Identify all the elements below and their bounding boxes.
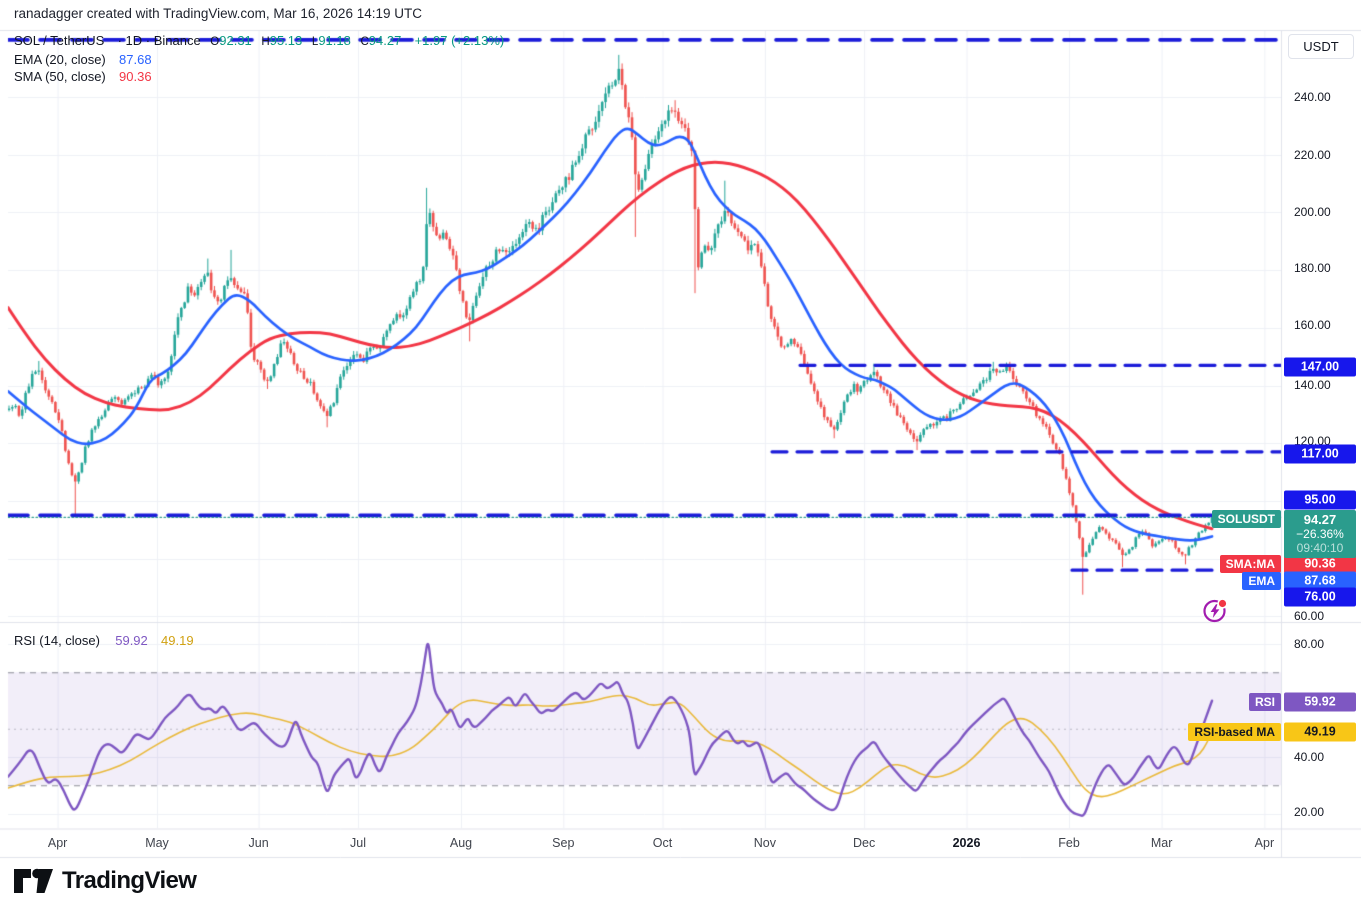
symbol-legend-row[interactable]: SOL / TetherUS · 1D · Binance O92.31 H95… [14, 33, 504, 51]
level-badge-95: 95.00 [1284, 490, 1356, 510]
sma-tag: SMA:MA [1219, 555, 1281, 573]
tradingview-logo-icon [14, 868, 53, 893]
rsi-axis-label: 20.00 [1294, 805, 1325, 819]
price-axis-label: 60.00 [1294, 609, 1325, 623]
price-axis-label: 140.00 [1294, 378, 1331, 392]
open-value: 92.31 [219, 33, 252, 48]
price-axis-label: 180.00 [1294, 261, 1331, 275]
open-label: O [210, 36, 220, 48]
last-price: 94.27 [1303, 512, 1337, 527]
rsi-label: RSI (14, close) [14, 633, 100, 648]
notification-dot [1217, 598, 1228, 609]
rsi-tag: RSI [1248, 693, 1281, 711]
close-value: 94.27 [368, 33, 402, 48]
price-axis-label: 160.00 [1294, 318, 1331, 332]
level-badge-76: 76.00 [1284, 587, 1356, 607]
ema-value-badge: 87.68 [1284, 571, 1356, 591]
low-value: 91.18 [318, 33, 351, 48]
level-badge-147: 147.00 [1284, 357, 1356, 377]
lightning-bolt-icon [1210, 604, 1220, 618]
rsi-ma-value-badge: 49.19 [1284, 722, 1356, 742]
sma-value-badge: 90.36 [1284, 554, 1356, 574]
price-axis-label: 200.00 [1294, 205, 1331, 219]
flash-actions-icon[interactable] [1201, 597, 1229, 625]
price-axis[interactable]: USDT 240.00 220.00 200.00 180.00 160.00 140.0… [1282, 30, 1361, 857]
price-axis-label: 240.00 [1294, 90, 1331, 104]
tradingview-brand[interactable]: TradingView [13, 866, 197, 896]
attribution-text: ranadagger created with TradingView.com,… [14, 6, 422, 21]
ema-legend-row[interactable]: EMA (20, close) 87.68 [14, 52, 504, 69]
symbol-meta: · 1D · Binance [117, 33, 201, 48]
ema-value: 87.68 [119, 51, 152, 67]
rsi-ma-tag: RSI-based MA [1188, 723, 1281, 741]
rsi-ma-value: 49.19 [161, 633, 194, 648]
rsi-axis-label: 80.00 [1294, 637, 1325, 651]
bar-countdown: 09:40:10 [1296, 541, 1344, 555]
ema-label: EMA (20, close) [14, 51, 106, 67]
rsi-axis-label: 40.00 [1294, 750, 1325, 764]
brand-name: TradingView [62, 867, 197, 894]
chart-legend: SOL / TetherUS · 1D · Binance O92.31 H95… [14, 33, 504, 87]
symbol-price-tag: SOLUSDT [1211, 510, 1281, 528]
low-label: L [311, 36, 319, 48]
change-from-high: −26.36% [1296, 527, 1344, 541]
sma-legend-row[interactable]: SMA (50, close) 90.36 [14, 69, 504, 86]
change-value: +1.97 (+2.13%) [414, 33, 505, 48]
price-axis-label: 220.00 [1294, 148, 1331, 162]
level-badge-117: 117.00 [1284, 444, 1356, 464]
symbol-title: SOL / TetherUS [14, 33, 105, 48]
high-label: H [261, 36, 270, 48]
currency-unit-button[interactable]: USDT [1288, 34, 1354, 59]
sma-value: 90.36 [119, 69, 152, 84]
high-value: 95.13 [269, 33, 303, 48]
rsi-legend-row[interactable]: RSI (14, close) 59.92 49.19 [14, 633, 194, 648]
last-price-badge: 94.27 −26.36% 09:40:10 [1284, 510, 1356, 558]
ema-tag: EMA [1242, 572, 1281, 590]
rsi-value: 59.92 [115, 633, 148, 648]
rsi-value-badge: 59.92 [1284, 692, 1356, 712]
sma-label: SMA (50, close) [14, 69, 106, 84]
close-label: C [360, 36, 369, 48]
